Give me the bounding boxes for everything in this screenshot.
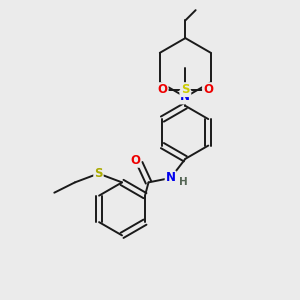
Text: S: S [94,167,103,180]
Text: O: O [158,83,168,96]
Text: H: H [179,177,188,188]
Text: N: N [180,91,190,103]
Text: S: S [181,83,190,96]
Text: O: O [130,154,140,167]
Text: N: N [166,172,176,184]
Text: O: O [203,83,213,96]
